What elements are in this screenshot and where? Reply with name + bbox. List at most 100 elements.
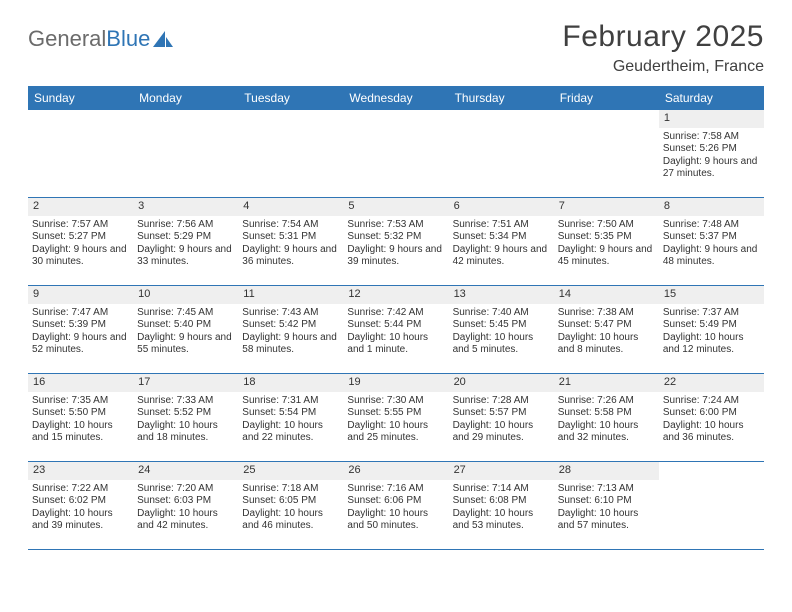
daylight-text: Daylight: 9 hours and 55 minutes. [137, 332, 234, 357]
day-number: 20 [449, 374, 554, 392]
sunset-text: Sunset: 6:00 PM [663, 407, 760, 420]
empty-cell [449, 110, 554, 198]
daylight-text: Daylight: 10 hours and 42 minutes. [137, 508, 234, 533]
day-number: 16 [28, 374, 133, 392]
day-cell: 27Sunrise: 7:14 AMSunset: 6:08 PMDayligh… [449, 462, 554, 550]
weekday-label: Friday [554, 86, 659, 110]
sunrise-text: Sunrise: 7:43 AM [242, 307, 339, 320]
day-number: 17 [133, 374, 238, 392]
day-cell: 20Sunrise: 7:28 AMSunset: 5:57 PMDayligh… [449, 374, 554, 462]
calendar-page: GeneralBlue February 2025 Geudertheim, F… [0, 0, 792, 570]
day-number: 21 [554, 374, 659, 392]
daylight-text: Daylight: 10 hours and 57 minutes. [558, 508, 655, 533]
day-cell: 25Sunrise: 7:18 AMSunset: 6:05 PMDayligh… [238, 462, 343, 550]
daylight-text: Daylight: 9 hours and 30 minutes. [32, 244, 129, 269]
sunset-text: Sunset: 5:27 PM [32, 231, 129, 244]
day-cell: 12Sunrise: 7:42 AMSunset: 5:44 PMDayligh… [343, 286, 448, 374]
day-cell: 19Sunrise: 7:30 AMSunset: 5:55 PMDayligh… [343, 374, 448, 462]
calendar-grid: 1Sunrise: 7:58 AMSunset: 5:26 PMDaylight… [28, 110, 764, 550]
day-number: 4 [238, 198, 343, 216]
sunrise-text: Sunrise: 7:38 AM [558, 307, 655, 320]
empty-cell [659, 462, 764, 550]
day-cell: 24Sunrise: 7:20 AMSunset: 6:03 PMDayligh… [133, 462, 238, 550]
sunset-text: Sunset: 5:57 PM [453, 407, 550, 420]
daylight-text: Daylight: 10 hours and 1 minute. [347, 332, 444, 357]
day-cell: 11Sunrise: 7:43 AMSunset: 5:42 PMDayligh… [238, 286, 343, 374]
daylight-text: Daylight: 10 hours and 46 minutes. [242, 508, 339, 533]
daylight-text: Daylight: 9 hours and 45 minutes. [558, 244, 655, 269]
day-number: 23 [28, 462, 133, 480]
day-cell: 3Sunrise: 7:56 AMSunset: 5:29 PMDaylight… [133, 198, 238, 286]
weekday-label: Sunday [28, 86, 133, 110]
day-number: 9 [28, 286, 133, 304]
empty-cell [238, 110, 343, 198]
day-cell: 10Sunrise: 7:45 AMSunset: 5:40 PMDayligh… [133, 286, 238, 374]
sunset-text: Sunset: 5:40 PM [137, 319, 234, 332]
day-cell: 28Sunrise: 7:13 AMSunset: 6:10 PMDayligh… [554, 462, 659, 550]
logo-sail-icon [152, 30, 174, 48]
empty-cell [28, 110, 133, 198]
weekday-label: Wednesday [343, 86, 448, 110]
daylight-text: Daylight: 10 hours and 25 minutes. [347, 420, 444, 445]
sunset-text: Sunset: 5:29 PM [137, 231, 234, 244]
day-cell: 17 Sunrise: 7:33 AMSunset: 5:52 PMDayligh… [133, 374, 238, 462]
sunrise-text: Sunrise: 7:22 AM [32, 483, 129, 496]
day-number: 15 [659, 286, 764, 304]
sunset-text: Sunset: 5:31 PM [242, 231, 339, 244]
daylight-text: Daylight: 9 hours and 27 minutes. [663, 156, 760, 181]
sunrise-text: Sunrise: 7:16 AM [347, 483, 444, 496]
day-cell: 9Sunrise: 7:47 AMSunset: 5:39 PMDaylight… [28, 286, 133, 374]
day-number: 18 [238, 374, 343, 392]
day-number: 22 [659, 374, 764, 392]
day-cell: 5Sunrise: 7:53 AMSunset: 5:32 PMDaylight… [343, 198, 448, 286]
day-cell: 18Sunrise: 7:31 AMSunset: 5:54 PMDayligh… [238, 374, 343, 462]
sunset-text: Sunset: 5:52 PM [137, 407, 234, 420]
day-number: 28 [554, 462, 659, 480]
sunset-text: Sunset: 5:54 PM [242, 407, 339, 420]
title-block: February 2025 Geudertheim, France [562, 20, 764, 76]
weekday-label: Monday [133, 86, 238, 110]
daylight-text: Daylight: 9 hours and 48 minutes. [663, 244, 760, 269]
day-cell: 7Sunrise: 7:50 AMSunset: 5:35 PMDaylight… [554, 198, 659, 286]
sunrise-text: Sunrise: 7:24 AM [663, 395, 760, 408]
sunrise-text: Sunrise: 7:31 AM [242, 395, 339, 408]
day-number: 11 [238, 286, 343, 304]
sunset-text: Sunset: 5:35 PM [558, 231, 655, 244]
daylight-text: Daylight: 10 hours and 36 minutes. [663, 420, 760, 445]
daylight-text: Daylight: 10 hours and 15 minutes. [32, 420, 129, 445]
sunset-text: Sunset: 5:39 PM [32, 319, 129, 332]
daylight-text: Daylight: 9 hours and 52 minutes. [32, 332, 129, 357]
daylight-text: Daylight: 9 hours and 58 minutes. [242, 332, 339, 357]
daylight-text: Daylight: 10 hours and 18 minutes. [137, 420, 234, 445]
sunrise-text: Sunrise: 7:28 AM [453, 395, 550, 408]
daylight-text: Daylight: 9 hours and 39 minutes. [347, 244, 444, 269]
day-number: 10 [133, 286, 238, 304]
day-cell: 2Sunrise: 7:57 AMSunset: 5:27 PMDaylight… [28, 198, 133, 286]
logo: GeneralBlue [28, 20, 174, 52]
sunset-text: Sunset: 6:05 PM [242, 495, 339, 508]
weekday-header: SundayMondayTuesdayWednesdayThursdayFrid… [28, 86, 764, 110]
sunrise-text: Sunrise: 7:33 AM [137, 395, 234, 408]
daylight-text: Daylight: 10 hours and 50 minutes. [347, 508, 444, 533]
sunrise-text: Sunrise: 7:42 AM [347, 307, 444, 320]
day-cell: 23Sunrise: 7:22 AMSunset: 6:02 PMDayligh… [28, 462, 133, 550]
sunset-text: Sunset: 5:50 PM [32, 407, 129, 420]
daylight-text: Daylight: 10 hours and 32 minutes. [558, 420, 655, 445]
sunrise-text: Sunrise: 7:37 AM [663, 307, 760, 320]
sunset-text: Sunset: 5:49 PM [663, 319, 760, 332]
sunrise-text: Sunrise: 7:20 AM [137, 483, 234, 496]
day-number: 7 [554, 198, 659, 216]
sunrise-text: Sunrise: 7:58 AM [663, 131, 760, 144]
daylight-text: Daylight: 10 hours and 8 minutes. [558, 332, 655, 357]
day-cell: 14Sunrise: 7:38 AMSunset: 5:47 PMDayligh… [554, 286, 659, 374]
empty-cell [133, 110, 238, 198]
sunrise-text: Sunrise: 7:30 AM [347, 395, 444, 408]
sunrise-text: Sunrise: 7:35 AM [32, 395, 129, 408]
day-cell: 26Sunrise: 7:16 AMSunset: 6:06 PMDayligh… [343, 462, 448, 550]
sunrise-text: Sunrise: 7:57 AM [32, 219, 129, 232]
sunrise-text: Sunrise: 7:40 AM [453, 307, 550, 320]
day-number: 19 [343, 374, 448, 392]
day-cell: 15Sunrise: 7:37 AMSunset: 5:49 PMDayligh… [659, 286, 764, 374]
day-number: 25 [238, 462, 343, 480]
daylight-text: Daylight: 9 hours and 33 minutes. [137, 244, 234, 269]
